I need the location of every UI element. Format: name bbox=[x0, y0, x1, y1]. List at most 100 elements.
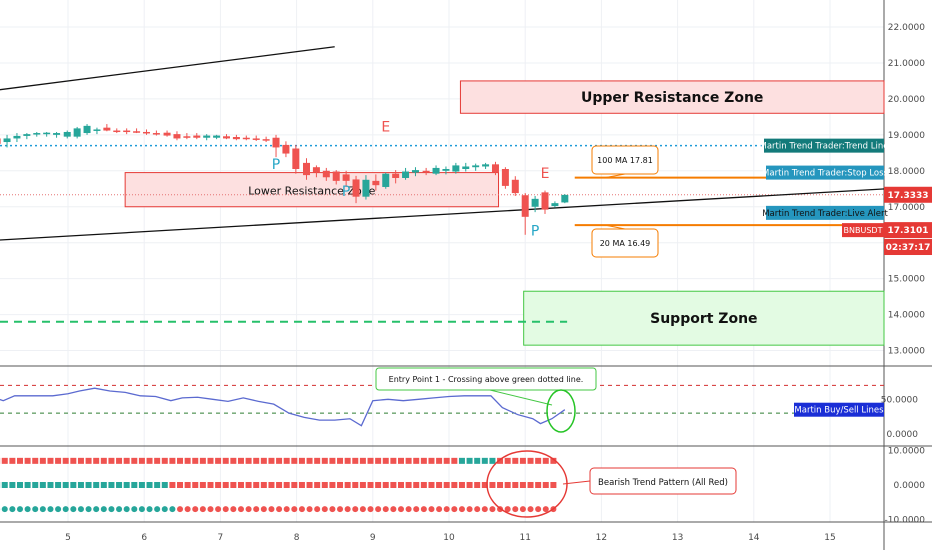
candle[interactable] bbox=[541, 190, 549, 214]
trend-dot bbox=[222, 506, 229, 513]
candle-body bbox=[123, 130, 131, 133]
candle[interactable] bbox=[152, 130, 160, 136]
trend-dot bbox=[70, 506, 77, 513]
stop-loss-tag[interactable]: Martin Trend Trader:Stop Loss bbox=[762, 169, 889, 179]
live-alert-tag[interactable]: Martin Trend Trader:Live Alert bbox=[762, 209, 888, 219]
candle[interactable] bbox=[362, 175, 370, 200]
price-tick-label: 19.0000 bbox=[888, 131, 925, 141]
candle[interactable] bbox=[303, 158, 311, 180]
signal-mark-p: P bbox=[342, 184, 350, 200]
candle[interactable] bbox=[13, 133, 21, 143]
candle[interactable] bbox=[282, 141, 290, 158]
candle[interactable] bbox=[193, 133, 201, 140]
candle[interactable] bbox=[402, 167, 410, 180]
candle[interactable] bbox=[222, 134, 230, 140]
candle[interactable] bbox=[551, 201, 559, 208]
candle[interactable] bbox=[33, 131, 41, 137]
candle[interactable] bbox=[442, 166, 450, 175]
trend-dot bbox=[1, 482, 8, 488]
candle[interactable] bbox=[452, 162, 460, 174]
pattern-tick-label: 10.0000 bbox=[888, 447, 925, 457]
candle[interactable] bbox=[142, 129, 150, 135]
candle[interactable] bbox=[422, 167, 430, 176]
trend-dot bbox=[283, 506, 290, 513]
candle[interactable] bbox=[23, 133, 31, 140]
trend-dot bbox=[215, 457, 222, 464]
candle[interactable] bbox=[123, 128, 131, 135]
trend-dot bbox=[382, 482, 389, 488]
candle[interactable] bbox=[43, 131, 51, 137]
candle[interactable] bbox=[213, 134, 221, 140]
live-alert-tag-bg[interactable] bbox=[766, 205, 884, 220]
trend-dot bbox=[466, 506, 473, 513]
candle[interactable] bbox=[372, 174, 380, 191]
candle[interactable] bbox=[83, 124, 91, 135]
trend-dot bbox=[85, 482, 92, 488]
trend-dot bbox=[9, 457, 16, 464]
candle[interactable] bbox=[183, 133, 191, 140]
upper-resistance-zone bbox=[459, 80, 885, 114]
candle[interactable] bbox=[462, 162, 470, 172]
candle[interactable] bbox=[511, 176, 519, 196]
price-axes: 22.0000 21.0000 20.0000 19.0000 18.0000 17.00… bbox=[65, 23, 932, 543]
candle[interactable] bbox=[342, 170, 350, 187]
candle[interactable] bbox=[252, 135, 260, 141]
candle[interactable] bbox=[411, 167, 419, 177]
candle[interactable] bbox=[482, 162, 490, 170]
candle[interactable] bbox=[312, 165, 320, 178]
trend-dot bbox=[527, 457, 534, 464]
candle[interactable] bbox=[332, 170, 340, 185]
trend-dot bbox=[420, 482, 427, 488]
candle[interactable] bbox=[432, 165, 440, 176]
candle-body bbox=[551, 203, 559, 207]
candle[interactable] bbox=[3, 134, 11, 148]
candle[interactable] bbox=[203, 134, 211, 141]
candle[interactable] bbox=[382, 172, 390, 189]
candle[interactable] bbox=[561, 194, 569, 204]
candle[interactable] bbox=[173, 131, 181, 141]
price-tick-label: 15.0000 bbox=[888, 275, 925, 285]
candle[interactable] bbox=[103, 124, 111, 132]
candle[interactable] bbox=[501, 167, 509, 189]
candle[interactable] bbox=[472, 163, 480, 171]
candle[interactable] bbox=[93, 127, 101, 135]
trend-dot bbox=[375, 482, 382, 488]
candle[interactable] bbox=[53, 131, 61, 138]
candle[interactable] bbox=[0, 135, 1, 164]
price-pane[interactable]: Upper Resistance Zone Lower Resistance Zo… bbox=[0, 46, 889, 346]
candle[interactable] bbox=[63, 130, 71, 139]
candle[interactable] bbox=[232, 134, 240, 141]
candle[interactable] bbox=[113, 128, 121, 134]
trend-dot bbox=[199, 506, 206, 513]
candle[interactable] bbox=[521, 193, 529, 235]
candle[interactable] bbox=[491, 161, 499, 176]
trendline-tag-bg[interactable] bbox=[764, 138, 884, 153]
candle[interactable] bbox=[392, 170, 400, 184]
pattern-tick-label: -10.0000 bbox=[885, 516, 926, 526]
trend-dot bbox=[314, 482, 321, 488]
trend-pattern-pane[interactable]: Bearish Trend Pattern (All Red) bbox=[0, 450, 737, 518]
price-tick-label: 20.0000 bbox=[888, 95, 925, 105]
candle[interactable] bbox=[133, 128, 141, 134]
candle-body bbox=[242, 137, 250, 140]
candle[interactable] bbox=[242, 135, 250, 141]
time-tick-label: 10 bbox=[443, 533, 455, 543]
candle-body bbox=[442, 169, 450, 171]
trend-dot bbox=[367, 482, 374, 488]
candle-body bbox=[193, 135, 201, 138]
candle[interactable] bbox=[272, 134, 280, 158]
candle[interactable] bbox=[262, 136, 270, 143]
candle-body bbox=[411, 170, 419, 173]
candle[interactable] bbox=[292, 144, 300, 174]
stop-loss-tag-bg[interactable] bbox=[766, 165, 884, 180]
trend-dot bbox=[397, 506, 404, 513]
candle[interactable] bbox=[352, 175, 360, 204]
trend-dot bbox=[237, 506, 244, 513]
candle[interactable] bbox=[531, 195, 539, 213]
candle[interactable] bbox=[73, 126, 81, 139]
candle[interactable] bbox=[163, 130, 171, 137]
trendline-tag[interactable]: Martin Trend Trader:Trend Line bbox=[760, 142, 889, 152]
candle[interactable] bbox=[322, 167, 330, 181]
buy-sell-lines-pane[interactable]: Entry Point 1 - Crossing above green dot… bbox=[0, 367, 884, 433]
